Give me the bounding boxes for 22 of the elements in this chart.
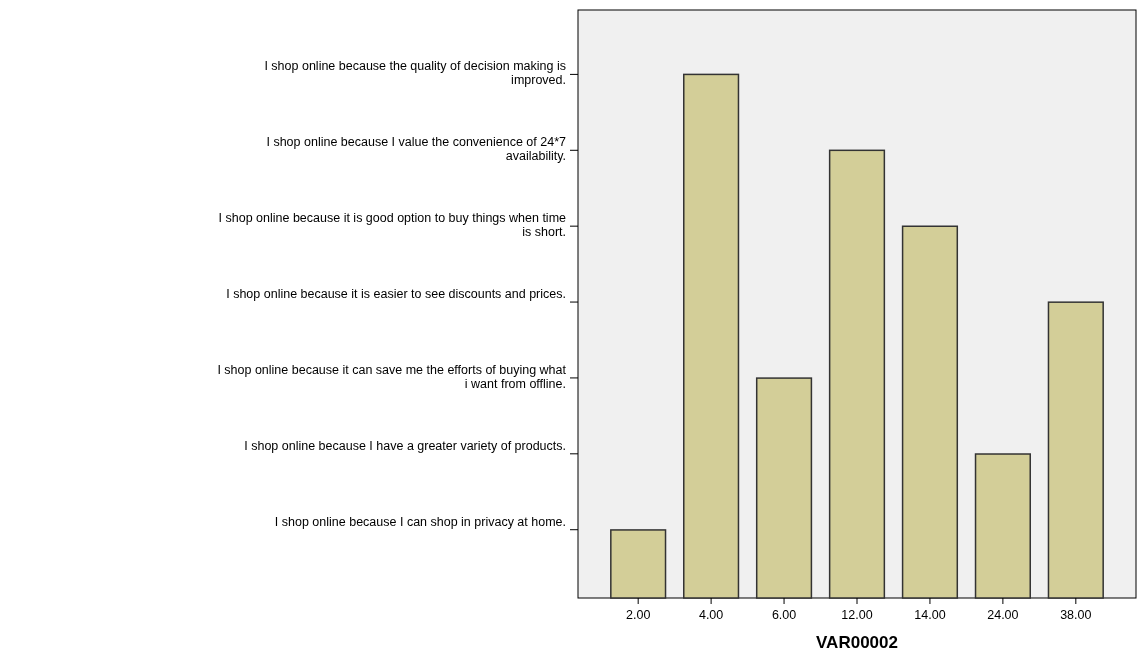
- bar: [1047, 301, 1104, 599]
- text: I shop online because it is good option to buy things when time is short.: [218, 211, 567, 240]
- x-tick-label: 6.00: [771, 608, 797, 622]
- bar: [901, 225, 959, 599]
- text: I shop online because the quality of decision making is improved.: [264, 59, 566, 88]
- x-tick-label: 4.00: [698, 608, 724, 622]
- x-tick-label: 12.00: [841, 608, 873, 622]
- text: I shop online because it can save me the efforts of buying what i want from offline.: [217, 362, 567, 391]
- bar: [828, 149, 886, 599]
- text: I shop online because it is easier to see discounts and prices.: [226, 287, 566, 302]
- text: I shop online because I value the convenience of 24*7 availability.: [266, 135, 567, 164]
- x-tick-label: 24.00: [987, 608, 1019, 622]
- x-tick-label: 38.00: [1060, 608, 1092, 622]
- bar: [974, 453, 1031, 599]
- bar: [755, 377, 813, 599]
- x-tick-label: 14.00: [914, 608, 946, 622]
- x-axis-title: VAR00002: [816, 633, 898, 652]
- bar: [610, 529, 667, 599]
- text: I shop online because I can shop in privacy at home.: [274, 514, 566, 529]
- text: I shop online because I have a greater variety of products.: [244, 438, 566, 453]
- bar: [683, 73, 740, 599]
- x-tick-label: 2.00: [626, 608, 651, 622]
